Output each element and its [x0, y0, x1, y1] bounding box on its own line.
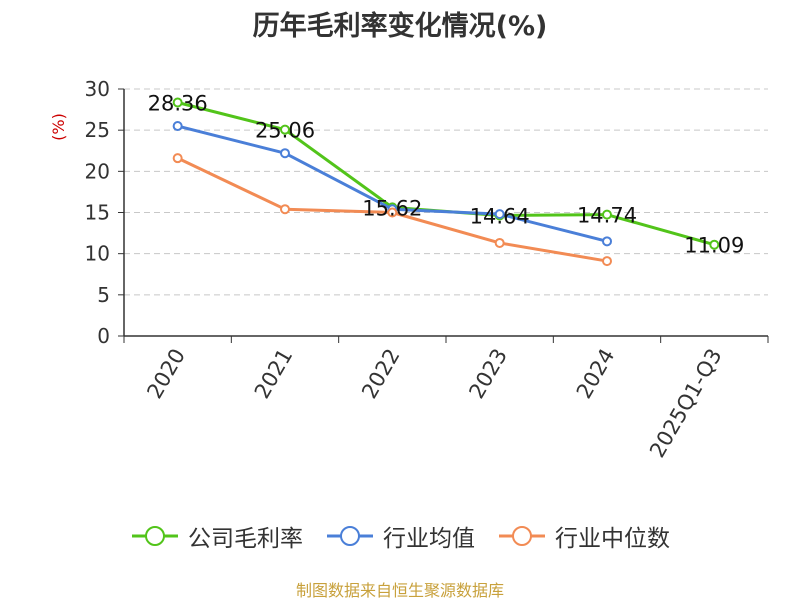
- legend-marker-icon: [132, 526, 178, 546]
- legend-marker-icon: [327, 526, 373, 546]
- y-tick-label: 30: [85, 77, 110, 101]
- y-axis-label: (%): [49, 113, 68, 141]
- data-label: 25.06: [255, 119, 315, 143]
- x-tick-label: 2023: [464, 344, 512, 402]
- legend-marker-icon: [499, 526, 545, 546]
- data-point: [494, 209, 505, 220]
- data-point: [602, 236, 612, 247]
- data-point: [494, 237, 505, 248]
- legend-label: 行业均值: [383, 526, 475, 552]
- data-point: [280, 204, 290, 215]
- x-tick-label: 2022: [357, 345, 405, 403]
- data-source-footer: 制图数据来自恒生聚源数据库: [295, 581, 504, 600]
- data-label: 28.36: [148, 92, 208, 116]
- data-point: [172, 121, 183, 132]
- data-point: [172, 97, 183, 108]
- series-line-1: [177, 124, 608, 243]
- data-point: [280, 148, 290, 159]
- y-tick-label: 15: [85, 201, 110, 225]
- x-tick-label: 2021: [250, 345, 298, 403]
- data-label: 14.64: [470, 204, 530, 228]
- x-tick-label: 2020: [142, 345, 190, 403]
- data-point: [172, 153, 183, 164]
- legend-item[interactable]: 行业均值: [325, 519, 475, 553]
- data-point: [602, 256, 612, 267]
- x-tick-label: 2024: [572, 345, 620, 403]
- x-tick-label: 2025Q1-Q3: [645, 345, 727, 462]
- chart-legend: 公司毛利率 行业均值 行业中位数: [0, 519, 800, 553]
- data-label: 14.74: [577, 204, 637, 228]
- data-point: [709, 239, 720, 250]
- legend-item[interactable]: 行业中位数: [497, 519, 670, 553]
- legend-label: 公司毛利率: [188, 526, 303, 552]
- data-point: [387, 207, 398, 218]
- y-tick-label: 20: [85, 159, 110, 183]
- y-tick-label: 0: [97, 324, 110, 348]
- data-point: [602, 209, 612, 220]
- chart-title: 历年毛利率变化情况(%): [252, 11, 548, 42]
- legend-label: 行业中位数: [555, 526, 670, 552]
- y-tick-label: 5: [97, 283, 110, 307]
- data-label: 15.62: [362, 196, 422, 220]
- y-tick-label: 25: [85, 118, 110, 142]
- data-label: 11.09: [684, 234, 744, 258]
- data-point: [280, 124, 290, 135]
- legend-item[interactable]: 公司毛利率: [130, 519, 303, 553]
- y-tick-label: 10: [85, 242, 110, 266]
